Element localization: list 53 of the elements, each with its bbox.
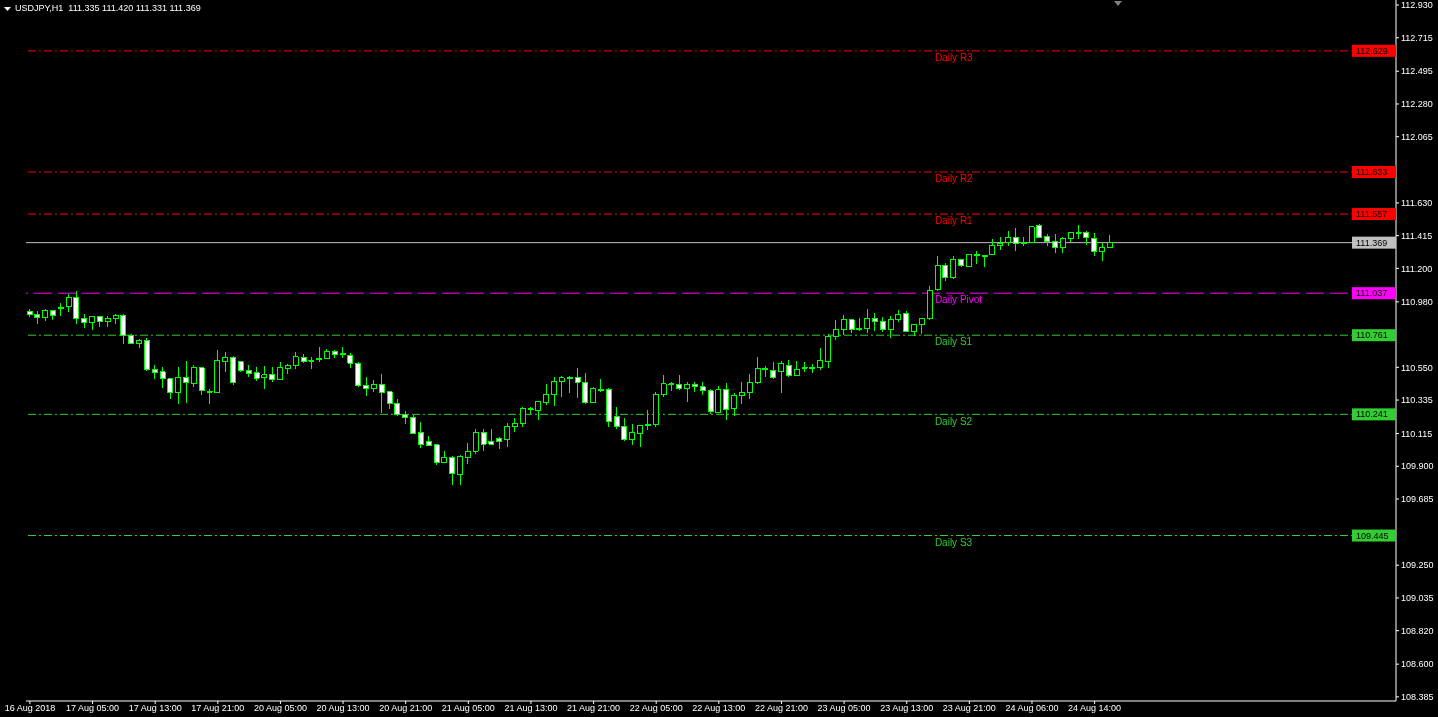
x-tick-label: 20 Aug 05:00: [253, 703, 307, 714]
y-tick-label: 112.715: [1401, 32, 1433, 43]
y-tick-label: 112.280: [1401, 99, 1433, 110]
x-tick-label: 22 Aug 21:00: [754, 703, 808, 714]
x-tick-label: 24 Aug 06:00: [1005, 703, 1059, 714]
chart-title: USDJPY,H1 111.335 111.420 111.331 111.369: [15, 3, 201, 14]
ref-line-label: Daily R3: [934, 52, 974, 64]
x-tick-label: 21 Aug 13:00: [504, 703, 558, 714]
y-tick-label: 112.930: [1401, 0, 1433, 11]
y-tick-label: 110.115: [1401, 428, 1433, 439]
y-tick-label: 108.385: [1401, 692, 1434, 703]
y-tick-label: 111.630: [1401, 198, 1433, 209]
y-tick-label: 111.200: [1401, 263, 1433, 274]
y-tick-label: 108.820: [1401, 625, 1434, 636]
annotation: 111.037: [1356, 288, 1388, 299]
x-tick-label: 20 Aug 21:00: [379, 703, 433, 714]
annotation: 111.833: [1356, 167, 1388, 178]
x-tick-label: 23 Aug 21:00: [942, 703, 996, 714]
ref-line-label: Daily S2: [934, 415, 973, 427]
x-tick-label: 22 Aug 13:00: [692, 703, 746, 714]
annotation: 111.557: [1356, 209, 1388, 220]
y-tick-label: 109.250: [1401, 560, 1434, 571]
y-tick-label: 110.550: [1401, 362, 1433, 373]
y-tick-label: 112.065: [1401, 131, 1433, 142]
x-tick-label: 21 Aug 05:00: [441, 703, 495, 714]
annotation: 110.241: [1356, 409, 1388, 420]
y-tick-label: 111.415: [1401, 230, 1433, 241]
ref-line-label: Daily S1: [934, 336, 973, 348]
y-tick-label: 112.495: [1401, 66, 1433, 77]
x-tick-label: 22 Aug 05:00: [629, 703, 683, 714]
x-tick-label: 17 Aug 05:00: [66, 703, 120, 714]
ref-line-label: Daily R1: [934, 215, 974, 227]
x-tick-label: 21 Aug 21:00: [567, 703, 621, 714]
y-tick-label: 110.980: [1401, 297, 1433, 308]
annotation: 109.445: [1356, 530, 1389, 541]
x-tick-label: 23 Aug 13:00: [880, 703, 934, 714]
annotation: 111.369: [1356, 237, 1388, 248]
x-tick-label: 24 Aug 14:00: [1068, 703, 1122, 714]
x-tick-label: 20 Aug 13:00: [316, 703, 370, 714]
x-tick-label: 23 Aug 05:00: [817, 703, 871, 714]
x-tick-label: 17 Aug 13:00: [128, 703, 182, 714]
x-tick-label: 17 Aug 21:00: [191, 703, 245, 714]
ref-line-label: Daily S3: [934, 536, 973, 548]
y-tick-label: 110.335: [1401, 395, 1433, 406]
y-tick-label: 109.035: [1401, 593, 1434, 604]
annotation: 112.629: [1356, 45, 1388, 56]
ref-line-label: Daily Pivot: [934, 294, 983, 306]
x-tick-label: 16 Aug 2018: [4, 703, 56, 714]
ref-line-label: Daily R2: [934, 173, 974, 185]
y-tick-label: 109.900: [1401, 461, 1434, 472]
y-tick-label: 108.600: [1401, 659, 1434, 670]
y-tick-label: 109.685: [1401, 494, 1434, 505]
annotation: 110.761: [1356, 330, 1388, 341]
